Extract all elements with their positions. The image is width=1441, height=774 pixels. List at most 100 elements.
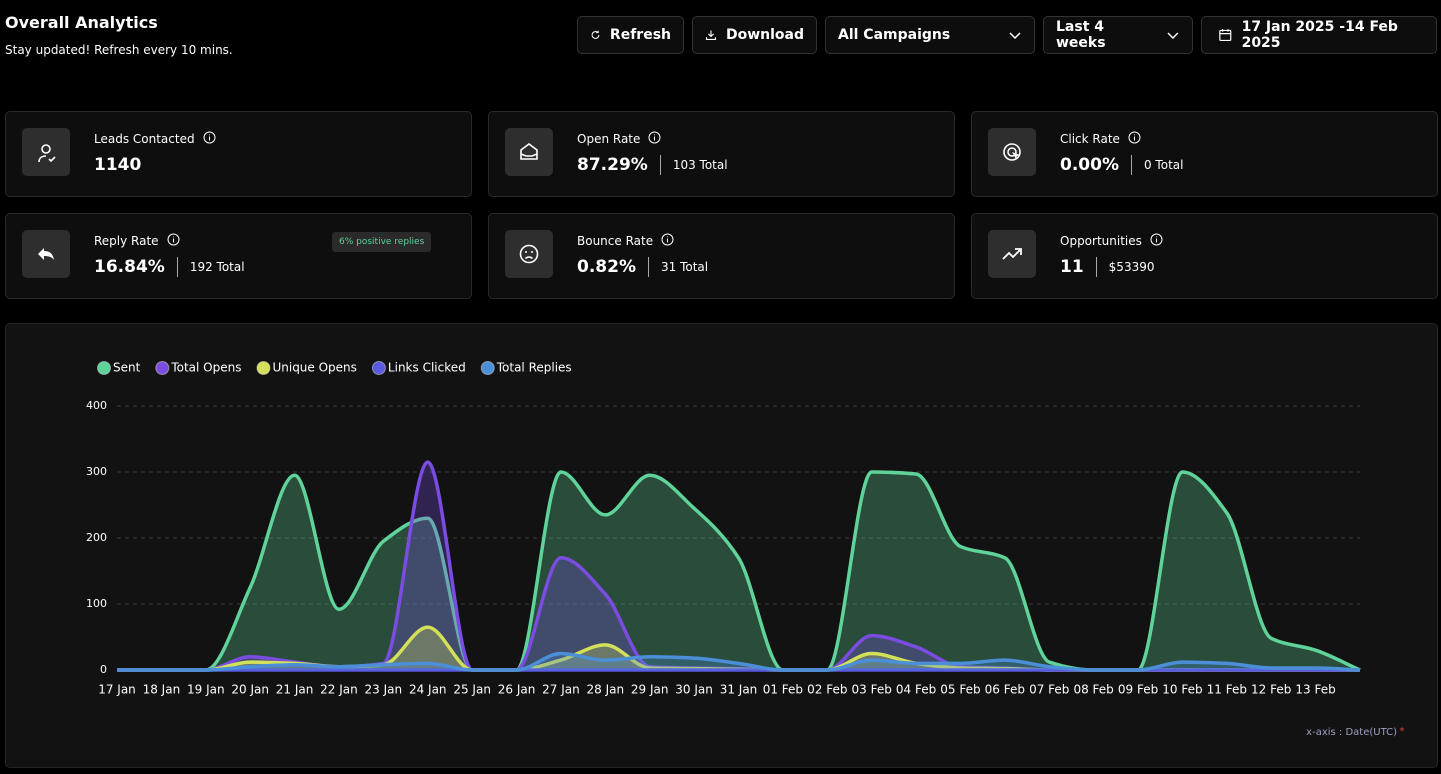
legend-label: Unique Opens — [272, 361, 356, 375]
card-value-row: 1140 — [94, 155, 141, 175]
stat-card: Reply Rate 16.84% 192 Total 6% positive rep… — [5, 213, 472, 299]
icon — [519, 244, 539, 264]
campaign-label: All Campaigns — [838, 27, 951, 43]
period-label: Last 4 weeks — [1056, 19, 1106, 51]
card-icon — [988, 128, 1036, 176]
card-value: 16.84% — [94, 257, 165, 277]
info-icon — [1128, 131, 1141, 147]
legend-label: Links Clicked — [388, 361, 466, 375]
card-value-row: 0.82% 31 Total — [577, 257, 708, 277]
info-icon — [661, 233, 674, 249]
series-area — [117, 627, 1360, 670]
card-label-row: Bounce Rate — [577, 233, 674, 249]
card-label: Bounce Rate — [577, 234, 654, 248]
x-tick-label: 26 Jan — [498, 683, 536, 697]
card-value-row: 16.84% 192 Total — [94, 257, 245, 277]
x-axis-note-mark: * — [1400, 726, 1405, 737]
date-range-label: 17 Jan 2025 -14 Feb 2025 — [1241, 19, 1398, 51]
x-tick-label: 08 Feb — [1073, 683, 1113, 697]
x-axis-note: x-axis : Date(UTC) — [1306, 727, 1397, 738]
card-badge: 6% positive replies — [332, 232, 432, 252]
card-value: 11 — [1060, 257, 1084, 277]
x-tick-label: 07 Feb — [1029, 683, 1069, 697]
info-icon — [1150, 233, 1163, 249]
card-value-row: 0.00% 0 Total — [1060, 155, 1183, 175]
card-total: $53390 — [1095, 257, 1154, 277]
card-label: Opportunities — [1060, 234, 1142, 248]
card-label-row: Opportunities — [1060, 233, 1163, 249]
card-total: 31 Total — [647, 257, 708, 277]
refresh-button[interactable]: Refresh — [577, 16, 684, 54]
x-tick-label: 02 Feb — [807, 683, 847, 697]
x-tick-label: 12 Feb — [1251, 683, 1291, 697]
info — [1128, 131, 1141, 144]
legend-label: Sent — [113, 361, 141, 375]
x-tick-label: 09 Feb — [1118, 683, 1158, 697]
series-area — [117, 472, 1360, 670]
y-tick-label: 300 — [86, 465, 107, 478]
card-value: 0.00% — [1060, 155, 1119, 175]
card-value-row: 87.29% 103 Total — [577, 155, 728, 175]
download-button[interactable]: Download — [692, 16, 817, 54]
stat-card: Opportunities 11 $53390 — [971, 213, 1438, 299]
info — [167, 233, 180, 246]
page-title: Overall Analytics — [5, 13, 158, 32]
period-dropdown[interactable]: Last 4 weeks — [1043, 16, 1193, 54]
info-icon — [167, 233, 180, 249]
legend-swatch — [256, 361, 271, 375]
x-tick-label: 03 Feb — [852, 683, 892, 697]
legend-swatch — [480, 361, 495, 375]
info — [1150, 233, 1163, 246]
card-label-row: Reply Rate — [94, 233, 180, 249]
icon — [1002, 248, 1022, 260]
card-label-row: Leads Contacted — [94, 131, 216, 147]
x-tick-label: 22 Jan — [320, 683, 358, 697]
x-tick-label: 13 Feb — [1295, 683, 1335, 697]
info — [661, 233, 674, 246]
chevron — [1167, 32, 1179, 40]
x-tick-label: 23 Jan — [365, 683, 403, 697]
series-line — [117, 651, 1361, 672]
x-tick-label: 21 Jan — [276, 683, 314, 697]
x-tick-label: 18 Jan — [143, 683, 181, 697]
card-label: Click Rate — [1060, 132, 1120, 146]
info-icon — [203, 131, 216, 147]
date-range-button[interactable]: 17 Jan 2025 -14 Feb 2025 — [1201, 16, 1437, 54]
x-tick-label: 05 Feb — [940, 683, 980, 697]
card-icon — [988, 230, 1036, 278]
card-value: 0.82% — [577, 257, 636, 277]
legend-swatch — [155, 361, 170, 375]
x-tick-label: 20 Jan — [231, 683, 269, 697]
x-tick-label: 25 Jan — [453, 683, 491, 697]
y-tick-label: 0 — [100, 663, 107, 676]
series-area — [117, 462, 1360, 670]
card-label: Reply Rate — [94, 234, 159, 248]
x-tick-label: 10 Feb — [1162, 683, 1202, 697]
card-icon — [22, 128, 70, 176]
icon — [520, 143, 538, 160]
x-tick-label: 30 Jan — [675, 683, 713, 697]
x-tick-label: 17 Jan — [98, 683, 136, 697]
card-value-row: 11 $53390 — [1060, 257, 1154, 277]
download-icon — [705, 30, 717, 41]
y-tick-label: 200 — [86, 531, 107, 544]
x-tick-label: 01 Feb — [763, 683, 803, 697]
legend-swatch — [371, 361, 386, 375]
x-tick-label: 06 Feb — [985, 683, 1025, 697]
y-tick-label: 400 — [86, 399, 107, 412]
series-area — [117, 653, 1360, 670]
card-label: Open Rate — [577, 132, 641, 146]
x-tick-label: 04 Feb — [896, 683, 936, 697]
info — [648, 131, 661, 144]
campaign-dropdown[interactable]: All Campaigns — [825, 16, 1035, 54]
stat-card: Click Rate 0.00% 0 Total — [971, 111, 1438, 197]
card-icon — [505, 128, 553, 176]
x-tick-label: 27 Jan — [542, 683, 580, 697]
x-tick-label: 24 Jan — [409, 683, 447, 697]
refresh-label: Refresh — [609, 27, 671, 43]
calendar-icon — [1219, 29, 1232, 42]
page-subtitle: Stay updated! Refresh every 10 mins. — [5, 43, 233, 57]
card-total: 192 Total — [176, 257, 245, 277]
icon — [38, 248, 54, 260]
